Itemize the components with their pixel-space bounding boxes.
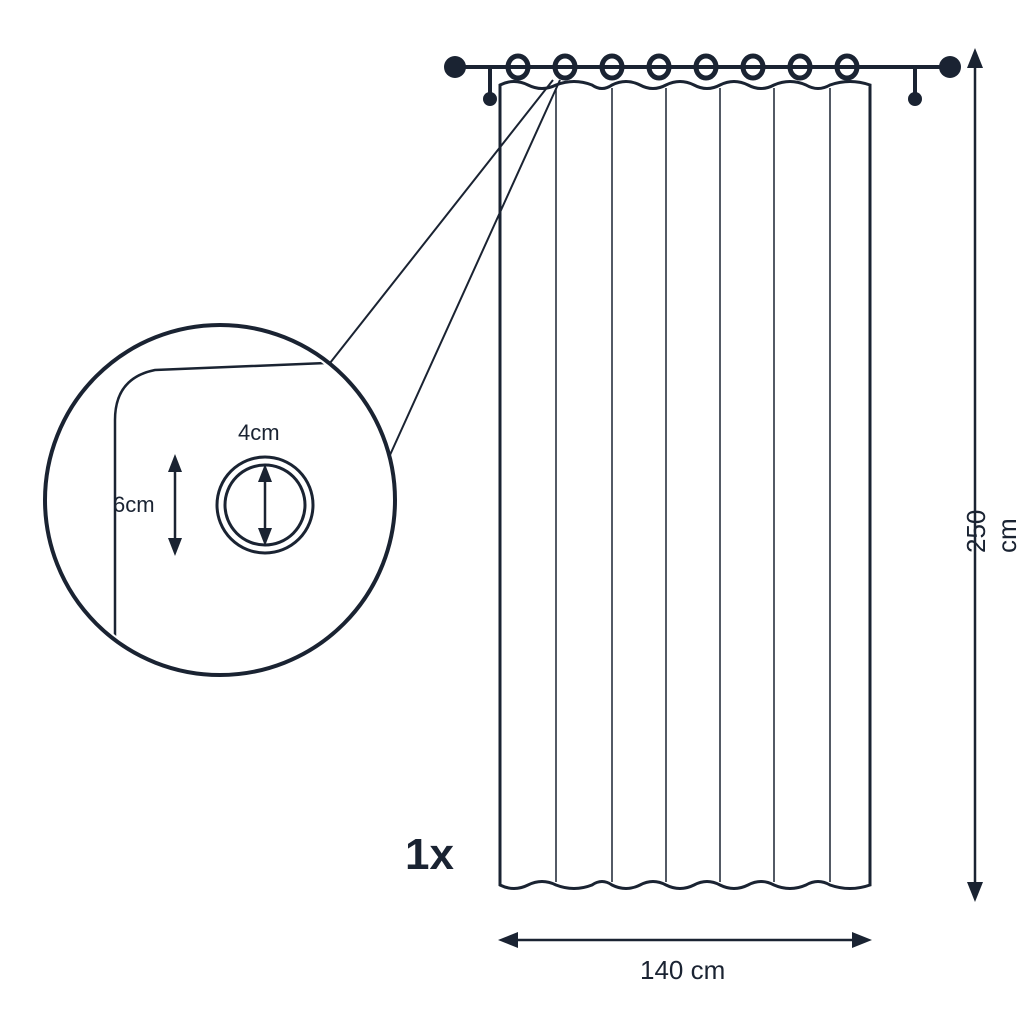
diagram-canvas: 140 cm 250 cm 1x 6cm 4cm: [0, 0, 1024, 1024]
height-dimension: [967, 48, 983, 902]
outer-diameter-label: 6cm: [113, 492, 155, 518]
detail-circle: [45, 325, 400, 680]
width-dimension: [498, 932, 872, 948]
height-label: 250 cm: [961, 489, 1023, 553]
quantity-label: 1x: [405, 830, 454, 880]
width-label: 140 cm: [640, 955, 725, 986]
curtain-body: [500, 82, 870, 889]
inner-diameter-label: 4cm: [238, 420, 280, 446]
